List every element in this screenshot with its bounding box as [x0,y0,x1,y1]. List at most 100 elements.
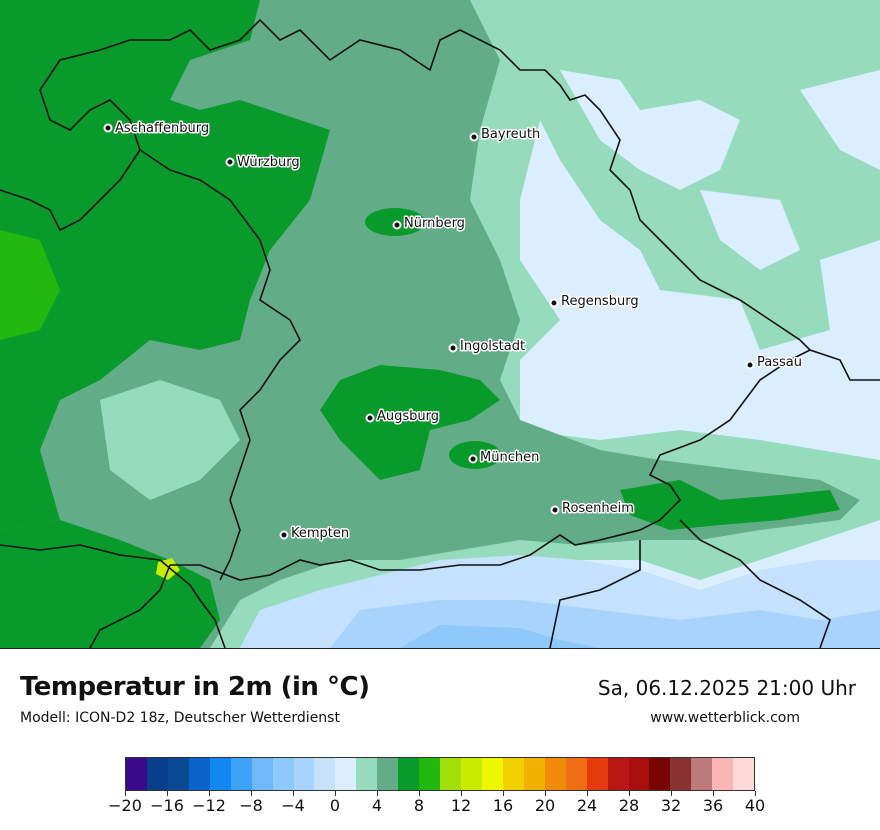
map-title: Temperatur in 2m (in °C) [20,672,370,702]
city-dot [392,220,402,230]
color-legend [125,757,755,791]
country-borders [0,18,880,648]
legend-tick-label: 4 [371,796,383,815]
legend-tick-label: −12 [192,796,226,815]
legend-tick [586,791,588,796]
city-ingolstadt[interactable]: Ingolstadt [448,338,527,356]
legend-tick-label: 0 [329,796,341,815]
legend-swatch [167,758,189,790]
legend-swatch [335,758,357,790]
legend-tick [250,791,252,796]
legend-swatch [565,758,587,790]
temp-zone-8-10 [320,365,500,480]
city-label: Bayreuth [481,127,540,142]
city-rosenheim[interactable]: Rosenheim [550,500,635,518]
legend-swatch [293,758,315,790]
city-dot [745,360,755,370]
city-label: Rosenheim [562,501,634,516]
city-kempten[interactable]: Kempten [279,525,351,543]
legend-tick-label: 8 [413,796,425,815]
legend-swatch [272,758,294,790]
legend-tick-label: −4 [281,796,305,815]
border-czech [544,69,880,381]
city-passau[interactable]: Passau [745,354,803,372]
city-label: Nürnberg [404,216,465,231]
legend-tick-label: 24 [576,796,598,815]
legend-tick-label: 12 [450,796,472,815]
city-dot [549,298,559,308]
city-dot [225,157,235,167]
legend-swatch [712,758,734,790]
temperature-map-svg: Aschaffenburg Würzburg Bayreuth Nürnberg… [0,0,880,648]
legend-swatch [523,758,545,790]
city-label: Kempten [291,526,349,541]
map-footer: Temperatur in 2m (in °C) Modell: ICON-D2… [0,648,880,830]
city-nuernberg[interactable]: Nürnberg [392,215,466,233]
legend-labels: −20 −16 −12 −8 −4 0 4 8 12 16 20 24 28 32 36 40 [108,796,765,818]
legend-swatch [481,758,503,790]
legend-swatch [691,758,713,790]
legend-tick-label: 36 [702,796,724,815]
legend-tick [628,791,630,796]
city-dot [448,343,458,353]
legend-swatch [314,758,336,790]
temp-zone-cold-patch [700,190,800,270]
temp-zone-cold-patch [560,70,740,190]
website-link[interactable]: www.wetterblick.com [650,710,800,726]
legend-tick [208,791,210,796]
city-label: Ingolstadt [460,339,525,354]
legend-ticks [124,791,756,797]
legend-tick [544,791,546,796]
city-dot [550,505,560,515]
legend-tick [334,791,336,796]
model-source: Modell: ICON-D2 18z, Deutscher Wetterdie… [20,710,340,726]
legend-swatch [628,758,650,790]
legend-swatch [586,758,608,790]
city-label: Regensburg [561,294,639,309]
legend-tick [754,791,756,796]
city-dot [279,530,289,540]
city-regensburg[interactable]: Regensburg [549,293,640,311]
legend-tick [460,791,462,796]
legend-swatch [251,758,273,790]
city-aschaffenburg[interactable]: Aschaffenburg [103,120,211,138]
legend-tick [124,791,126,796]
city-muenchen[interactable]: München [468,449,541,467]
temp-zone-10-12 [0,230,60,340]
legend-tick-label: 40 [744,796,766,815]
legend-swatch [377,758,399,790]
legend-swatch [146,758,168,790]
border-hesse [0,18,545,232]
legend-swatch [356,758,378,790]
city-dot [103,123,113,133]
city-label: Passau [757,355,802,370]
legend-swatch [607,758,629,790]
border-bw [139,149,301,581]
temp-zone-8-10 [0,520,220,648]
legend-tick-label: −8 [239,796,263,815]
city-wuerzburg[interactable]: Würzburg [225,154,301,172]
temp-zone-minus4 [400,625,600,648]
legend-tick [670,791,672,796]
legend-swatch [419,758,441,790]
legend-swatch [733,758,755,790]
border-inner [679,519,831,648]
city-markers: Aschaffenburg Würzburg Bayreuth Nürnberg… [103,120,803,543]
legend-tick-label: 32 [660,796,682,815]
city-augsburg[interactable]: Augsburg [365,408,441,426]
city-bayreuth[interactable]: Bayreuth [469,126,542,144]
legend-swatch [398,758,420,790]
legend-swatch [230,758,252,790]
legend-swatch [209,758,231,790]
legend-tick-label: 20 [534,796,556,815]
legend-tick [418,791,420,796]
legend-swatch [502,758,524,790]
city-dot [469,132,479,142]
border-swiss [89,564,171,648]
legend-tick-label: −16 [150,796,184,815]
legend-swatch [188,758,210,790]
legend-tick-label: −20 [108,796,142,815]
forecast-datetime: Sa, 06.12.2025 21:00 Uhr [597,676,856,700]
city-label: München [480,450,539,465]
city-dot [365,413,375,423]
